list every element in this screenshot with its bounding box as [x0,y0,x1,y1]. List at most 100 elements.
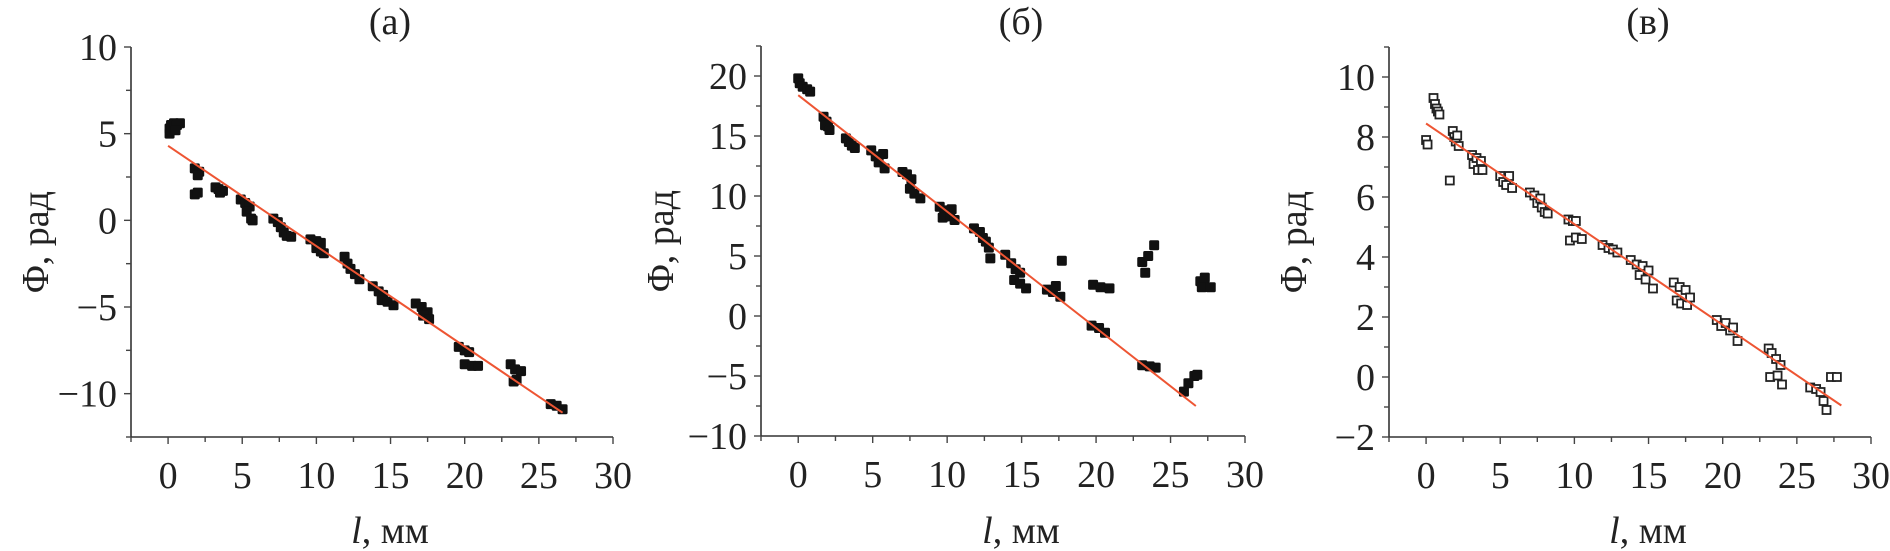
x-tick-label: 0 [159,455,178,497]
data-point [1150,362,1161,373]
data-point [170,125,181,136]
fit-line [797,94,1197,407]
data-point [1196,282,1207,293]
x-tick-label: 10 [297,455,335,497]
y-tick-label: 10 [1337,57,1375,99]
x-axis-label-unit: , мм [1620,510,1687,551]
x-axis-label-unit: , мм [993,510,1060,551]
x-axis-label: l, мм [982,510,1060,551]
x-tick-label: 0 [789,454,808,496]
x-axis-label-symbol: l [1609,510,1620,551]
data-point [1831,372,1842,382]
x-tick-label: 5 [1491,455,1510,497]
x-tick-label: 10 [928,454,966,496]
x-axis-label-unit: , мм [362,510,429,551]
data-point [949,215,960,225]
data-point [878,149,889,159]
data-point [1444,175,1455,186]
y-tick-label: 0 [98,200,117,242]
x-tick-label: 20 [1704,455,1742,497]
data-point [1143,251,1154,261]
y-tick-label: 5 [728,236,747,278]
data-point [247,215,258,226]
data-point [1056,255,1067,266]
x-tick-label: 5 [863,454,882,496]
y-axis-label: Φ, рад [640,190,682,292]
fit-line [167,144,564,414]
data-point [1095,282,1106,293]
x-tick-label: 30 [594,455,632,497]
y-tick-label: 4 [1356,237,1375,279]
data-point [1140,267,1151,278]
data-point [915,193,926,204]
data-point [1542,208,1553,219]
y-tick-label: 0 [728,296,747,338]
y-axis-label: Φ, рад [1273,191,1315,293]
data-point [824,125,835,135]
data-point [805,86,816,97]
data-point [1149,240,1160,251]
data-point [464,347,475,358]
x-tick-label: 15 [1003,454,1041,496]
y-tick-label: 5 [98,114,117,156]
data-point [318,248,329,259]
data-point [1100,327,1111,338]
data-point [1818,396,1829,406]
data-point [388,300,399,311]
panel-title: (а) [369,1,411,43]
data-point [1021,283,1032,294]
y-tick-label: 10 [79,27,117,69]
x-axis-label-symbol: l [351,510,362,551]
data-point [1821,405,1832,415]
data-point [1205,282,1216,293]
data-point [1648,283,1658,294]
data-point [1507,183,1517,193]
panel-2: 0 5 10 15 20 25 30 −2 0 2 4 6 8 10 (в) l, мм Φ, рад [1273,1,1890,551]
y-tick-label: 20 [709,56,747,98]
x-axis-label: l, мм [351,510,429,551]
fit-line [1425,122,1842,407]
x-axis-label-symbol: l [982,510,993,551]
x-tick-label: 25 [1152,454,1190,496]
x-tick-label: 15 [1630,455,1668,497]
x-tick-label: 20 [1077,454,1115,496]
panel-title: (в) [1626,1,1669,43]
data-point [985,253,996,264]
x-tick-label: 25 [1778,455,1816,497]
data-point [1777,379,1787,390]
x-tick-label: 25 [520,455,558,497]
y-tick-label: 8 [1356,117,1375,159]
y-tick-label: −10 [688,416,747,458]
y-tick-label: 6 [1356,177,1375,219]
data-point [1477,165,1488,175]
x-tick-label: 30 [1226,454,1264,496]
panel-title: (б) [999,1,1044,43]
y-axis-label: Φ, рад [15,191,57,293]
data-point [1199,272,1210,283]
y-tick-label: −10 [58,374,117,416]
x-tick-label: 15 [372,455,410,497]
y-tick-label: 2 [1356,297,1375,339]
panel-0: 0 5 10 15 20 25 30 −10 −5 0 5 10 (а) l, мм Φ, рад [15,1,632,551]
y-tick-label: 0 [1356,357,1375,399]
data-point [516,366,527,377]
y-tick-label: 15 [709,116,747,158]
data-point [1452,130,1463,141]
data-point [286,231,297,242]
data-point [1192,369,1203,380]
data-point [1576,234,1587,244]
data-point [1422,139,1433,150]
data-point [1434,109,1445,120]
y-tick-label: −2 [1335,417,1375,459]
data-point [1104,283,1115,294]
x-axis-label: l, мм [1609,510,1687,551]
data-point [1640,274,1651,285]
data-point [1050,281,1061,291]
data-point [849,143,860,153]
y-tick-label: −5 [707,356,747,398]
data-point [1000,249,1011,260]
data-point [1732,336,1743,346]
x-tick-label: 30 [1852,455,1890,497]
data-point [473,360,484,371]
